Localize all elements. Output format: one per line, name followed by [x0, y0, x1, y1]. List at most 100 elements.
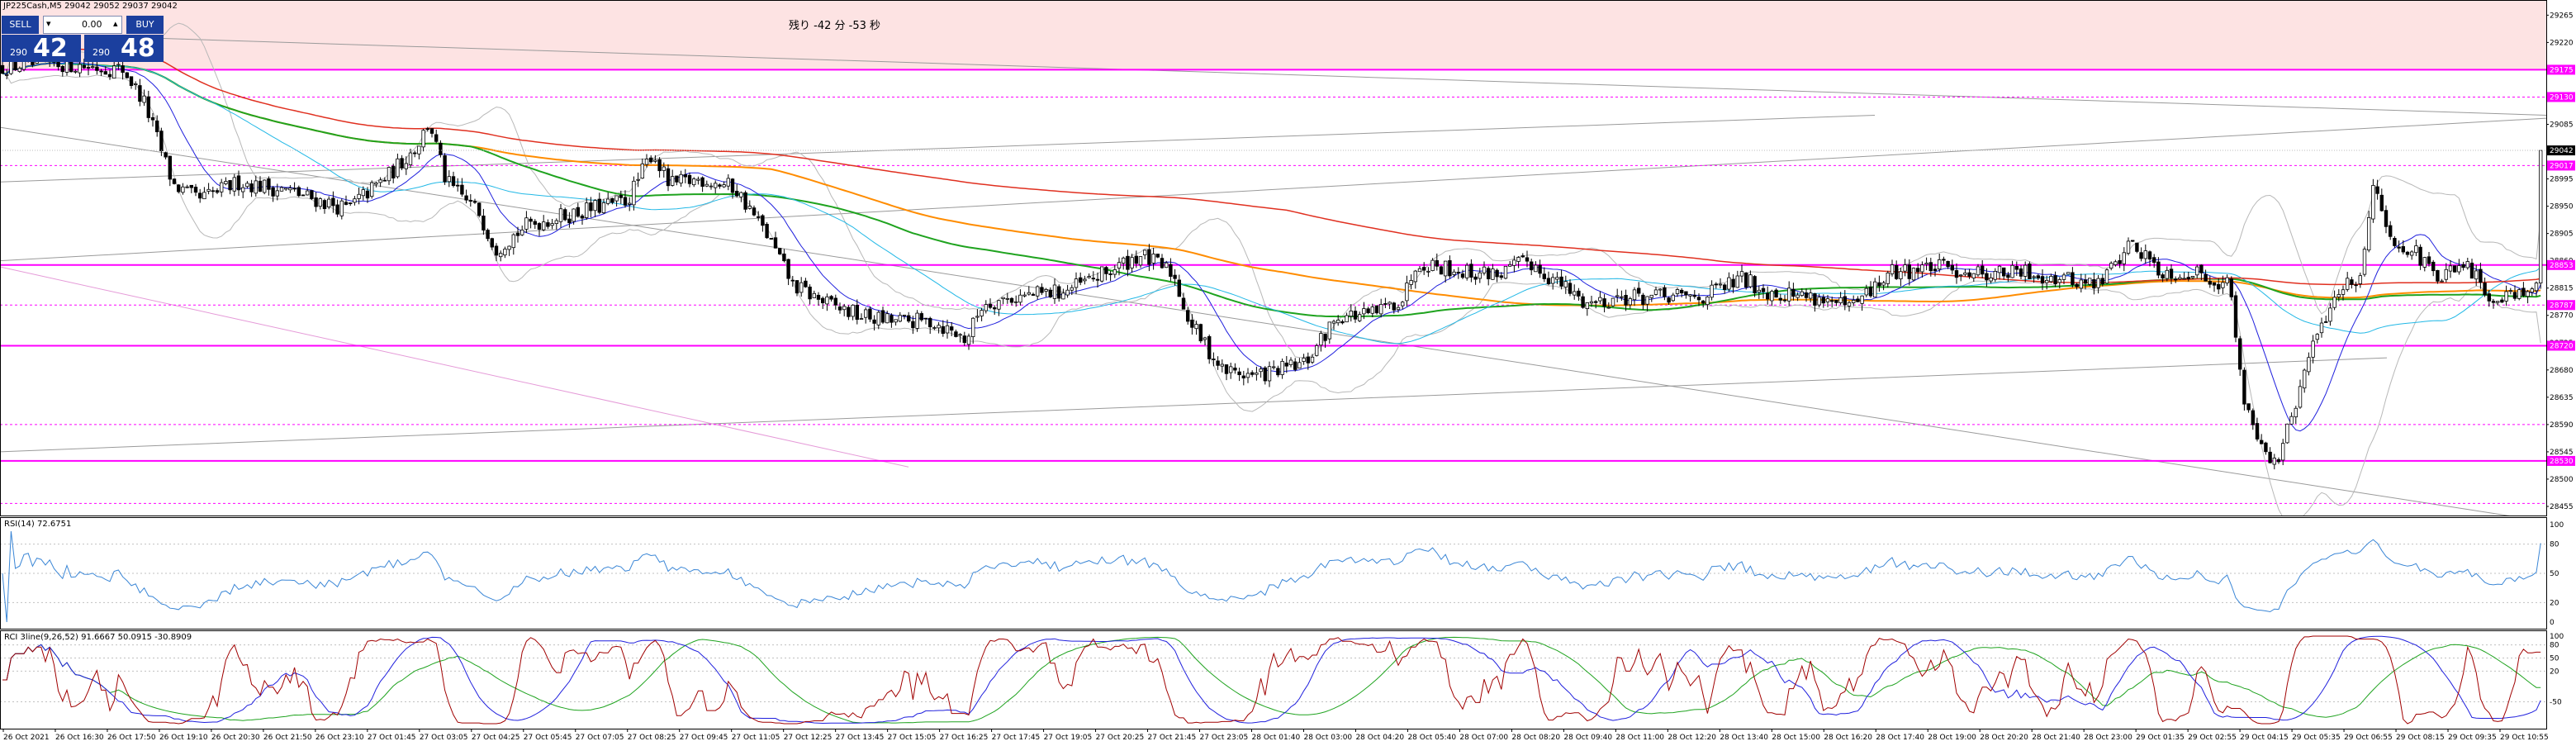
candle-body — [837, 306, 842, 311]
candle-body — [735, 191, 739, 197]
candle-body — [374, 183, 378, 185]
candle-body — [1422, 267, 1426, 271]
candle-body — [168, 155, 172, 180]
chevron-up-icon[interactable]: ▴ — [113, 18, 118, 29]
current-price-tag[interactable] — [2547, 145, 2575, 156]
candle-body — [1985, 273, 1989, 281]
sell-button[interactable]: SELL — [2, 16, 39, 34]
candle-body — [786, 259, 790, 279]
candle-body — [2229, 278, 2233, 297]
candle-body — [486, 230, 490, 240]
candle-body — [2135, 242, 2139, 252]
candle-body — [1577, 290, 1581, 297]
candle-body — [1362, 308, 1366, 315]
candle-body — [1559, 276, 1563, 287]
candle-body — [2469, 262, 2474, 279]
candle-body — [1241, 375, 1245, 379]
price-pane[interactable] — [0, 0, 2546, 522]
time-tick-label: 29 Oct 10:55 — [2500, 734, 2549, 742]
candle-body — [1186, 310, 1190, 322]
candle-body — [267, 178, 271, 190]
candle-body — [2001, 267, 2006, 277]
candle-body — [2354, 284, 2358, 287]
level-price-tag[interactable] — [2547, 160, 2575, 171]
candle-body — [1671, 294, 1675, 302]
candle-body — [2479, 268, 2483, 283]
chevron-down-icon[interactable]: ▾ — [46, 18, 51, 29]
candle-body — [1370, 306, 1374, 314]
candle-body — [898, 315, 902, 322]
candle-body — [1379, 303, 1383, 315]
candle-body — [2199, 264, 2204, 273]
level-price-tag[interactable] — [2547, 300, 2575, 311]
time-tick-label: 28 Oct 17:40 — [1876, 734, 1924, 742]
candle-body — [1525, 257, 1530, 262]
time-tick-label: 28 Oct 07:00 — [1459, 734, 1508, 742]
candle-body — [537, 223, 542, 230]
time-tick-label: 26 Oct 16:30 — [55, 734, 104, 742]
price-tick-label: 28905 — [2550, 230, 2574, 239]
candle-body — [975, 316, 980, 318]
price-axis[interactable]: 2926529220291752913029085290402899528950… — [2546, 12, 2575, 511]
candle-body — [2393, 238, 2397, 246]
candle-body — [434, 134, 439, 142]
candle-body — [1796, 294, 1800, 298]
time-tick-label: 29 Oct 06:55 — [2344, 734, 2393, 742]
candle-body — [2126, 240, 2131, 254]
candle-body — [1288, 359, 1293, 365]
candle-body — [2276, 459, 2281, 463]
candle-body — [628, 202, 632, 205]
pane-border — [0, 517, 2547, 630]
candle-body — [86, 67, 91, 69]
candle-body — [1770, 291, 1774, 302]
candle-body — [271, 187, 275, 197]
candle-body — [1680, 289, 1684, 294]
candle-body — [1001, 297, 1005, 300]
level-price-tag[interactable] — [2547, 92, 2575, 102]
buy-price-box[interactable]: 290 48 — [84, 34, 164, 63]
rsi-pane[interactable] — [0, 530, 2546, 623]
one-click-trading-panel[interactable]: SELL ▾ 0.00 ▴ BUY 290 42 290 48 — [2, 12, 164, 63]
time-tick-label: 28 Oct 13:40 — [1720, 734, 1768, 742]
time-tick-label: 28 Oct 12:20 — [1668, 734, 1716, 742]
candle-body — [812, 292, 816, 298]
candle-body — [1095, 278, 1100, 281]
candle-body — [709, 185, 714, 188]
sell-price-box[interactable]: 290 42 — [2, 34, 81, 63]
candle-body — [1573, 291, 1577, 296]
candle-body — [2530, 288, 2534, 293]
level-price-tag[interactable] — [2547, 259, 2575, 270]
candle-body — [1495, 269, 1499, 278]
candle-body — [1890, 264, 1895, 274]
candle-body — [636, 178, 640, 181]
time-tick-label: 28 Oct 16:20 — [1824, 734, 1872, 742]
rci-pane[interactable] — [0, 635, 2546, 725]
candle-body — [580, 215, 585, 219]
candle-body — [2251, 410, 2255, 425]
level-price-tag[interactable] — [2547, 64, 2575, 75]
candle-body — [2083, 279, 2088, 284]
candle-body — [1409, 280, 1413, 285]
buy-button[interactable]: BUY — [126, 16, 164, 34]
candle-body — [2307, 357, 2311, 373]
level-price-tag[interactable] — [2547, 340, 2575, 351]
candle-body — [872, 319, 876, 324]
time-axis[interactable]: 26 Oct 2021 26 Oct 16:30 26 Oct 17:50 26 Oc… — [2, 729, 2549, 742]
candle-body — [2526, 291, 2530, 297]
candle-body — [1190, 319, 1194, 328]
level-price-tag[interactable] — [2547, 455, 2575, 466]
candle-body — [60, 66, 64, 73]
candle-body — [1319, 333, 1323, 346]
lot-size-field[interactable]: ▾ 0.00 ▴ — [43, 16, 122, 34]
candle-body — [1710, 284, 1714, 298]
candle-body — [1250, 372, 1255, 375]
candle-body — [1791, 288, 1796, 297]
time-tick-label: 29 Oct 09:35 — [2448, 734, 2497, 742]
candle-body — [649, 157, 653, 163]
candle-body — [1727, 277, 1731, 290]
candle-body — [365, 190, 370, 199]
lot-size-value[interactable]: 0.00 — [82, 19, 102, 30]
candle-body — [2311, 340, 2315, 358]
